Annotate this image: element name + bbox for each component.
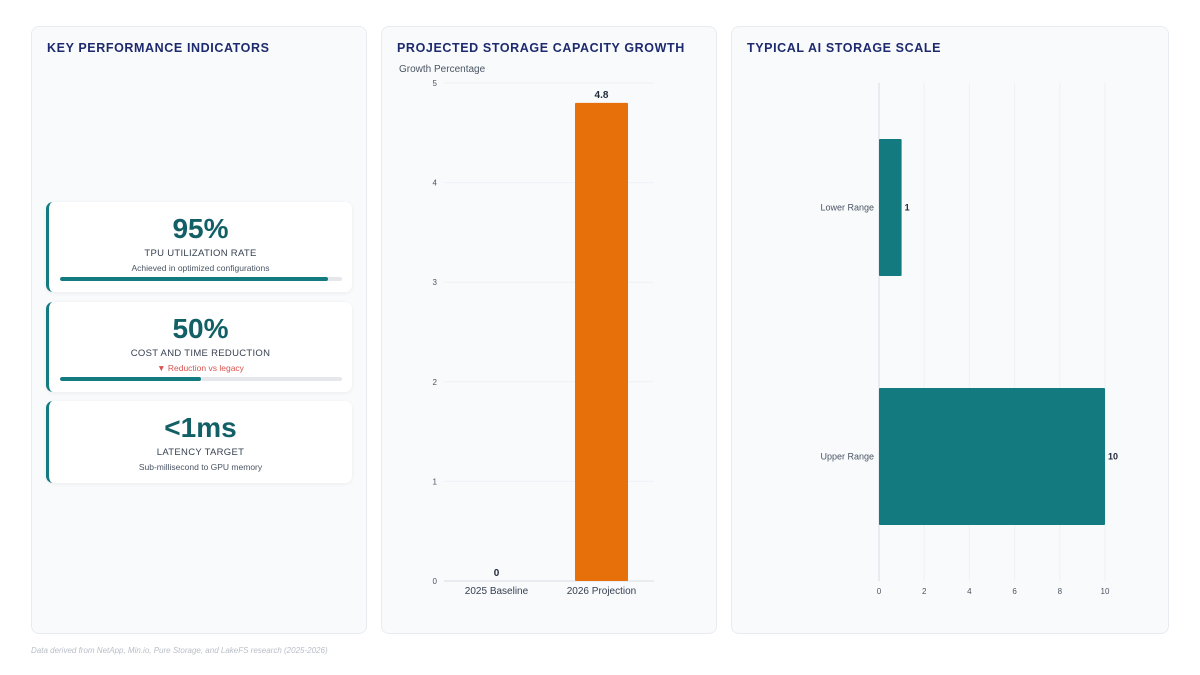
kpi-subtext: ▼ Reduction vs legacy bbox=[157, 363, 244, 373]
growth-chart-title: PROJECTED STORAGE CAPACITY GROWTH bbox=[397, 41, 685, 55]
footer-source-note: Data derived from NetApp, Min.io, Pure S… bbox=[31, 646, 328, 655]
bar bbox=[879, 139, 902, 276]
y-tick-label: 0 bbox=[433, 577, 438, 586]
kpi-progress-track bbox=[60, 377, 342, 381]
kpi-label: LATENCY TARGET bbox=[156, 447, 245, 458]
kpi-card-latency: <1ms LATENCY TARGET Sub-millisecond to G… bbox=[46, 401, 352, 483]
kpi-label: TPU UTILIZATION RATE bbox=[144, 248, 257, 259]
kpi-subtext: Achieved in optimized configurations bbox=[131, 263, 270, 273]
bar-value-label: 4.8 bbox=[595, 90, 609, 101]
y-tick-label: 1 bbox=[433, 477, 438, 486]
x-tick-label: 2025 Baseline bbox=[465, 586, 529, 597]
kpi-card-cost-reduction: 50% COST AND TIME REDUCTION ▼ Reduction … bbox=[46, 302, 352, 392]
bar-value-label: 1 bbox=[905, 203, 910, 213]
y-tick-label: Lower Range bbox=[820, 203, 874, 213]
scale-chart-title: TYPICAL AI STORAGE SCALE bbox=[747, 41, 942, 55]
bar-value-label: 10 bbox=[1108, 452, 1118, 462]
y-tick-label: 4 bbox=[433, 179, 438, 188]
kpi-progress-fill bbox=[60, 277, 328, 281]
growth-bar-chart: Growth Percentage 0 1 2 3 4 5 0 2025 Baseline 4.8… bbox=[399, 64, 654, 597]
x-tick-label: 8 bbox=[1058, 587, 1063, 596]
bar bbox=[879, 388, 1105, 525]
kpi-panel: KEY PERFORMANCE INDICATORS 95% TPU UTILI… bbox=[31, 26, 367, 634]
x-tick-label: 6 bbox=[1012, 587, 1017, 596]
kpi-progress-track bbox=[60, 277, 342, 281]
kpi-subtext: Sub-millisecond to GPU memory bbox=[138, 462, 263, 472]
kpi-value: <1ms bbox=[164, 412, 237, 443]
kpi-card-tpu-utilization: 95% TPU UTILIZATION RATE Achieved in opt… bbox=[46, 202, 352, 292]
kpi-panel-title: KEY PERFORMANCE INDICATORS bbox=[47, 41, 270, 55]
bar-value-label: 0 bbox=[494, 568, 500, 579]
storage-scale-panel: TYPICAL AI STORAGE SCALE 0 2 4 6 8 10 Lower Ra… bbox=[731, 26, 1169, 634]
y-tick-label: 5 bbox=[433, 79, 438, 88]
kpi-value: 50% bbox=[172, 313, 229, 344]
kpi-progress-fill bbox=[60, 377, 201, 381]
storage-growth-panel: PROJECTED STORAGE CAPACITY GROWTH Growth… bbox=[381, 26, 717, 634]
kpi-label: COST AND TIME REDUCTION bbox=[130, 348, 271, 359]
kpi-value: 95% bbox=[172, 213, 229, 244]
x-tick-label: 10 bbox=[1101, 587, 1110, 596]
x-tick-label: 2 bbox=[922, 587, 927, 596]
bar bbox=[575, 102, 628, 582]
y-tick-label: 2 bbox=[433, 378, 438, 387]
x-tick-label: 2026 Projection bbox=[567, 586, 637, 597]
y-tick-label: Upper Range bbox=[820, 452, 874, 462]
y-axis-label: Growth Percentage bbox=[399, 64, 486, 75]
x-tick-label: 0 bbox=[877, 587, 882, 596]
y-tick-label: 3 bbox=[433, 278, 438, 287]
scale-bar-chart: 0 2 4 6 8 10 Lower Range 1 Upper Range 10 bbox=[820, 83, 1118, 596]
x-tick-label: 4 bbox=[967, 587, 972, 596]
